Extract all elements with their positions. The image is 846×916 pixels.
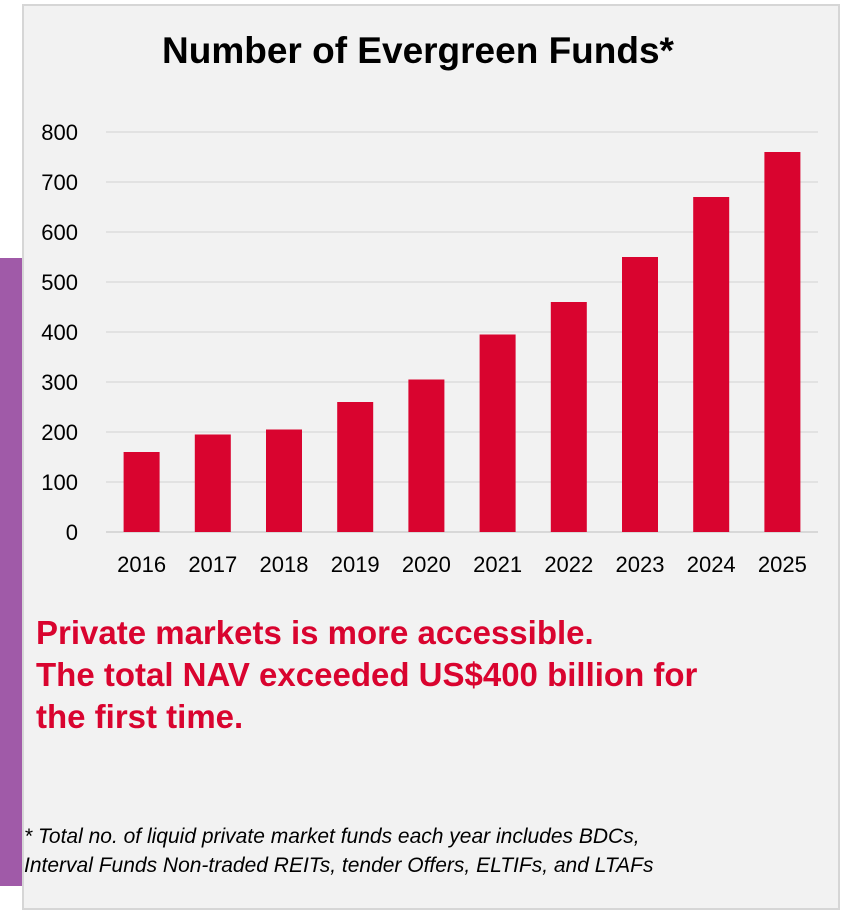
x-tick-label: 2018 bbox=[260, 552, 309, 577]
x-tick-label: 2021 bbox=[473, 552, 522, 577]
y-tick-label: 300 bbox=[41, 370, 78, 395]
bar bbox=[194, 434, 231, 532]
headline-line: Private markets is more accessible. bbox=[36, 614, 594, 651]
y-tick-label: 200 bbox=[41, 420, 78, 445]
y-tick-label: 0 bbox=[66, 520, 78, 545]
bar bbox=[337, 402, 374, 532]
x-tick-label: 2022 bbox=[544, 552, 593, 577]
y-tick-label: 800 bbox=[41, 120, 78, 145]
bars bbox=[123, 152, 801, 532]
bar bbox=[266, 429, 302, 532]
x-tick-label: 2025 bbox=[758, 552, 807, 577]
x-tick-label: 2016 bbox=[117, 552, 166, 577]
footnote-line: * Total no. of liquid private market fun… bbox=[24, 825, 640, 848]
y-tick-label: 100 bbox=[41, 470, 78, 495]
bar bbox=[693, 197, 730, 532]
y-tick-label: 400 bbox=[41, 320, 78, 345]
bar bbox=[622, 257, 658, 532]
bar bbox=[764, 152, 801, 532]
y-tick-label: 500 bbox=[41, 270, 78, 295]
side-accent-bar bbox=[0, 258, 22, 886]
headline-line: The total NAV exceeded US$400 billion fo… bbox=[36, 656, 698, 693]
x-tick-label: 2020 bbox=[402, 552, 451, 577]
x-tick-label: 2017 bbox=[188, 552, 237, 577]
x-tick-label: 2023 bbox=[616, 552, 665, 577]
x-tick-label: 2024 bbox=[687, 552, 736, 577]
y-tick-label: 600 bbox=[41, 220, 78, 245]
chart-title: Number of Evergreen Funds* bbox=[162, 30, 674, 71]
y-tick-label: 700 bbox=[41, 170, 78, 195]
footnote: * Total no. of liquid private market fun… bbox=[24, 822, 836, 880]
footnote-line: Interval Funds Non-traded REITs, tender … bbox=[24, 854, 654, 877]
bar bbox=[479, 334, 516, 532]
bar bbox=[550, 302, 587, 532]
y-axis-ticks: 0 100 200 300 400 500 600 700 800 bbox=[41, 120, 78, 545]
x-axis-ticks: 2016 2017 2018 2019 2020 2021 2022 2023 2024 2025 bbox=[117, 552, 807, 577]
chart-panel: Number of Evergreen Funds* 0 100 200 300 400… bbox=[22, 4, 840, 910]
bar bbox=[408, 379, 445, 532]
headline-line: the first time. bbox=[36, 698, 244, 735]
x-tick-label: 2019 bbox=[331, 552, 380, 577]
bar bbox=[123, 452, 160, 532]
headline: Private markets is more accessible. The … bbox=[36, 612, 826, 738]
